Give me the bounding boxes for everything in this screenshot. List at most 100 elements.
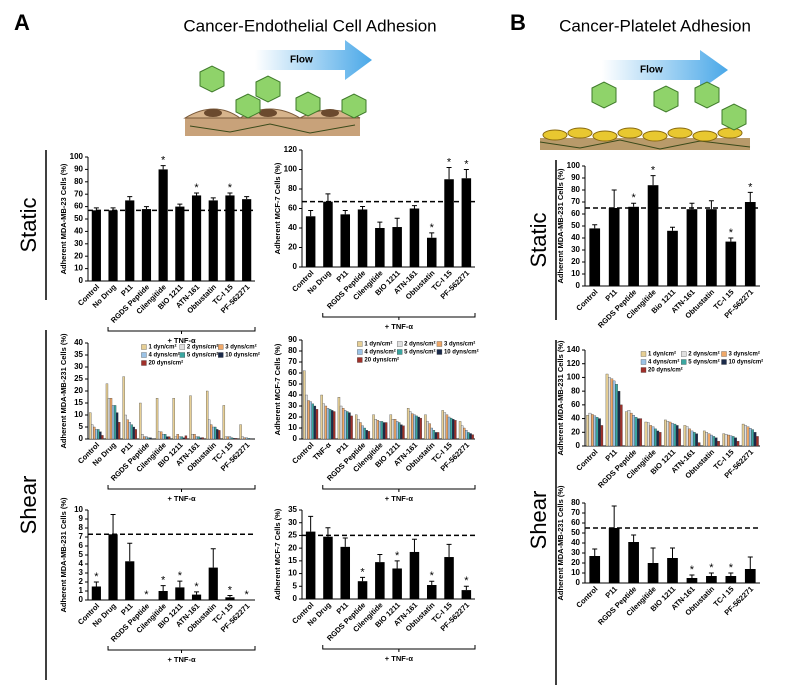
bar (619, 404, 623, 447)
significance-star: * (430, 222, 435, 234)
bar (340, 214, 351, 267)
error-bar (650, 547, 656, 563)
bar (91, 586, 101, 600)
bar (168, 436, 171, 440)
bar (245, 437, 248, 440)
bar (99, 431, 102, 440)
bar (93, 426, 96, 440)
error-bar (377, 554, 383, 563)
bar (208, 567, 218, 600)
y-tick-label: 60 (288, 204, 297, 213)
bar (241, 436, 244, 440)
bar (627, 410, 631, 447)
significance-star: * (690, 564, 695, 576)
bar (176, 434, 179, 440)
bar (707, 433, 711, 447)
bar (315, 409, 319, 440)
error-bar (670, 226, 675, 231)
bar (744, 569, 756, 583)
x-tick-label: P11 (603, 584, 619, 600)
legend-label: 1 dyn/cm² (648, 351, 676, 358)
significance-star: * (447, 156, 452, 168)
y-tick-label: 0 (576, 578, 581, 587)
legend-swatch (640, 359, 647, 365)
legend-label: 1 dyn/cm² (364, 341, 392, 348)
significance-star: * (161, 575, 166, 587)
bar (461, 178, 472, 267)
x-tick-label: P11 (603, 447, 619, 463)
bar (447, 416, 451, 440)
bar (175, 206, 185, 281)
error-bar (127, 196, 133, 201)
y-tick-label: 40 (288, 223, 297, 232)
bar (134, 429, 137, 440)
legend-label: 2 dyns/cm² (187, 344, 218, 351)
bar (141, 209, 152, 281)
error-bar (194, 591, 200, 595)
bar (615, 384, 618, 447)
legend-swatch (396, 341, 403, 347)
x-tick-label: Control (574, 287, 599, 312)
bar (172, 398, 175, 440)
bar (339, 405, 343, 440)
bar (683, 425, 687, 447)
row-label: Static (526, 212, 551, 267)
bar (463, 427, 466, 440)
bar (637, 418, 640, 447)
bar (426, 421, 429, 440)
error-bar (747, 556, 753, 569)
bar (710, 434, 713, 447)
y-tick-label: 10 (74, 410, 83, 419)
legend-swatch (179, 344, 186, 350)
legend-label: 5 dyns/cm² (688, 359, 719, 366)
platelet-illustration (539, 50, 751, 150)
y-tick-label: 0 (576, 281, 581, 290)
bar (195, 436, 198, 440)
legend-label: 20 dyns/cm² (148, 360, 183, 367)
error-bar (360, 206, 366, 210)
bar (324, 405, 328, 440)
y-tick-label: 90 (74, 165, 83, 174)
y-tick-label: 50 (74, 214, 83, 223)
error-bar (194, 192, 200, 196)
bar (232, 438, 236, 440)
error-bar (446, 167, 452, 180)
bar (212, 426, 215, 440)
bar (113, 405, 117, 440)
significance-star: * (651, 165, 656, 177)
y-tick-label: 60 (571, 209, 580, 218)
error-bar (308, 209, 314, 217)
bar (322, 403, 325, 440)
bar (344, 410, 347, 440)
y-tick-label: 35 (288, 505, 297, 514)
bar (191, 195, 202, 281)
y-tick-label: 70 (571, 508, 580, 517)
bar (654, 428, 657, 447)
y-tick-label: 35 (74, 350, 83, 359)
bar (671, 423, 674, 447)
bar (191, 434, 194, 440)
bar (393, 419, 397, 440)
bar (225, 597, 235, 600)
bar (108, 210, 118, 281)
bar (409, 551, 420, 599)
legend-label: 2 dyns/cm² (404, 341, 435, 348)
bar (367, 431, 371, 440)
group-bracket (322, 313, 476, 320)
bar (111, 405, 115, 440)
bar (460, 425, 464, 440)
bar (452, 419, 455, 440)
y-tick-label: 15 (74, 398, 83, 407)
bar (639, 418, 643, 447)
y-tick-label: 20 (571, 427, 580, 436)
legend-swatch (357, 349, 363, 355)
y-tick-label: 9 (79, 514, 84, 523)
legend-swatch (681, 359, 687, 365)
legend-label: 5 dyns/cm² (404, 349, 435, 356)
bar (667, 558, 678, 583)
bar (91, 210, 101, 281)
y-tick-label: 30 (571, 245, 580, 254)
y-tick-label: 4 (79, 559, 84, 568)
bar (226, 436, 230, 440)
error-bar (160, 585, 166, 591)
